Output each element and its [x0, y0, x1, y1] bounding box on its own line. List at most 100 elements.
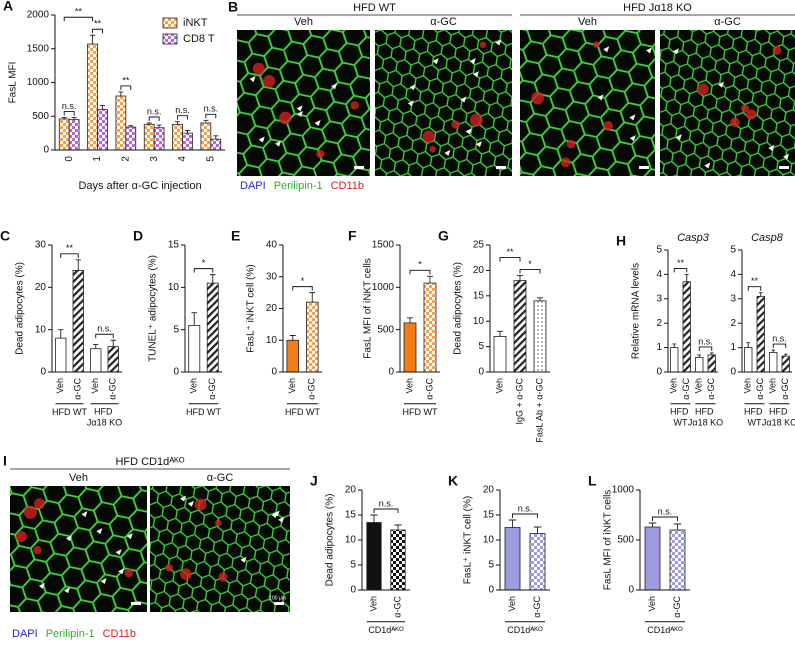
- x-tick-label: Veh: [189, 378, 199, 394]
- arrowhead: [249, 76, 256, 83]
- arrowhead: [115, 549, 122, 556]
- bar: [644, 526, 661, 591]
- y-tick-label: 40: [266, 240, 278, 251]
- significance-bracket: [63, 111, 75, 116]
- arrowhead: [296, 105, 303, 112]
- image-column-label: α-GC: [714, 16, 741, 28]
- error-bar: [684, 273, 689, 282]
- arrowhead: [96, 528, 103, 535]
- y-tick-label: 10: [473, 316, 485, 327]
- x-tick-label: 0: [64, 156, 75, 162]
- significance-bracket: [673, 267, 688, 273]
- arrowhead: [409, 84, 416, 91]
- x-tick-label: α-GC: [424, 378, 434, 400]
- error-bar: [61, 117, 67, 119]
- significance-bracket: [652, 516, 678, 521]
- error-bar: [370, 514, 378, 523]
- y-tick-label: 0: [656, 367, 662, 378]
- cd11b-signal: [194, 498, 207, 511]
- significance-bracket: [409, 269, 431, 275]
- x-tick-label: Veh: [55, 378, 65, 394]
- arrowhead: [126, 533, 133, 540]
- bar: [744, 347, 753, 373]
- significance-bracket: [148, 116, 160, 121]
- cd11b-signal: [165, 564, 173, 572]
- y-tick-label: 20: [345, 485, 357, 496]
- bar: [210, 138, 222, 151]
- panel-label: H: [616, 233, 626, 249]
- significance-bracket: [177, 115, 188, 120]
- error-bar: [118, 91, 124, 96]
- panel-label: G: [438, 228, 449, 244]
- error-bar: [697, 354, 702, 358]
- y-tick-label: 5: [350, 560, 356, 571]
- arrowhead: [460, 96, 467, 103]
- error-bar: [427, 275, 433, 284]
- error-bar: [191, 312, 198, 326]
- y-tick-label: 5: [478, 341, 484, 352]
- x-tick-label: FasL Ab + α-GC: [534, 378, 544, 443]
- y-axis-label: FasL⁺ iNKT cell (%): [246, 264, 257, 352]
- arrowhead: [278, 516, 285, 523]
- scale-bar: [354, 166, 364, 169]
- y-tick-label: 15: [473, 290, 485, 301]
- x-tick-label: 3: [149, 156, 160, 162]
- arrowhead: [100, 578, 107, 585]
- y-tick-label: 0: [730, 367, 736, 378]
- significance-label: **: [75, 7, 83, 17]
- micrograph: [660, 30, 795, 176]
- y-tick-label: 0: [173, 367, 179, 378]
- significance-label: n.s.: [175, 105, 190, 115]
- significance-label: **: [122, 75, 130, 85]
- scale-label: 100 μm: [269, 595, 286, 601]
- bar: [188, 325, 201, 373]
- x-tick-label: α-GC: [681, 378, 691, 400]
- y-axis-label: FasL MFI: [8, 62, 19, 104]
- x-tick-label: α-GC: [307, 378, 317, 400]
- significance-label: n.s.: [379, 498, 394, 508]
- arrowhead: [297, 110, 304, 117]
- bar: [504, 527, 521, 591]
- y-tick-label: 10: [266, 335, 278, 346]
- y-axis-label: Dead adipocytes (%): [453, 262, 464, 355]
- cd11b-signal: [603, 120, 613, 131]
- arrowhead: [314, 120, 321, 127]
- bar: [403, 322, 417, 373]
- group-label: HFD WT: [52, 407, 87, 417]
- arrowhead: [65, 535, 72, 542]
- arrowhead: [187, 500, 194, 507]
- y-tick-label: 1: [656, 342, 662, 353]
- group-label: HFD Jα18 KO: [87, 407, 122, 428]
- bar: [87, 43, 98, 151]
- bar: [200, 122, 212, 151]
- group-label: HFD WT: [670, 407, 691, 428]
- error-bar: [156, 124, 162, 128]
- error-bar: [407, 317, 413, 323]
- cd11b-signal: [593, 41, 600, 48]
- bar: [670, 347, 679, 373]
- bar: [182, 132, 193, 151]
- y-tick-label: 1500: [27, 43, 50, 54]
- arrowhead: [718, 81, 725, 88]
- cd11b-signal: [730, 117, 740, 128]
- image-column-label: Veh: [294, 16, 313, 28]
- error-bar: [203, 119, 209, 123]
- bar: [493, 336, 507, 373]
- cd11b-signal: [429, 145, 437, 153]
- significance-bracket: [60, 253, 79, 258]
- significance-label: **: [66, 243, 74, 253]
- error-bar: [648, 522, 657, 527]
- bar: [305, 301, 319, 373]
- cd11b-signal: [33, 545, 42, 555]
- y-tick-label: 20: [266, 303, 278, 314]
- stain-legend: CD11b: [103, 628, 136, 640]
- y-tick-label: 0: [271, 367, 277, 378]
- y-tick-label: 1000: [612, 485, 635, 496]
- error-bar: [146, 122, 152, 125]
- panel-label: B: [228, 0, 238, 15]
- group-label: HFD Jα18 KO: [762, 407, 795, 428]
- cd11b-signal: [252, 62, 265, 75]
- y-tick-label: 0: [40, 367, 46, 378]
- cd11b-signal: [214, 519, 222, 527]
